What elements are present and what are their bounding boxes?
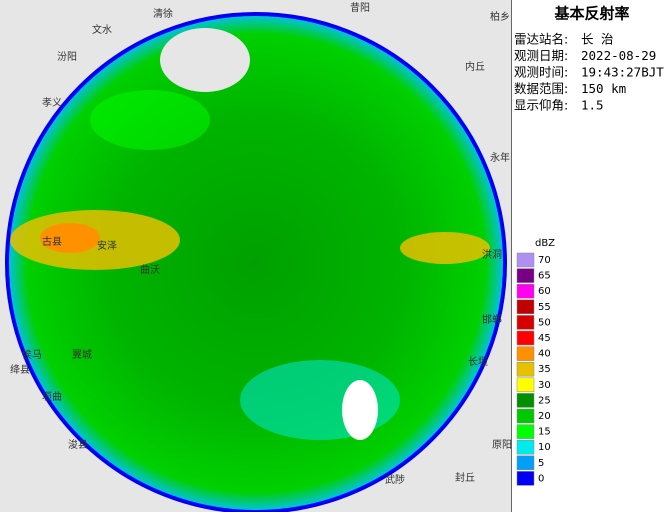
- place-label: 孝义: [42, 97, 62, 109]
- info-value: 1.5: [581, 98, 604, 113]
- place-label: 封丘: [455, 471, 475, 484]
- legend-swatch: [516, 424, 535, 439]
- legend-label: 65: [538, 271, 551, 282]
- info-value: 2022-08-29: [581, 48, 656, 63]
- legend-label: 25: [538, 395, 551, 406]
- info-value: 150 km: [581, 81, 626, 96]
- place-label: 原阳: [492, 439, 512, 451]
- legend-swatch: [516, 346, 535, 361]
- legend-label: 10: [538, 442, 551, 453]
- legend-label: 55: [538, 302, 551, 313]
- legend-swatch: [516, 408, 535, 424]
- legend-swatch: [516, 361, 535, 377]
- place-label: 昔阳: [350, 2, 370, 14]
- place-label: 邯郸: [482, 313, 502, 326]
- legend-label: 45: [538, 333, 551, 344]
- legend-label: 70: [538, 255, 551, 266]
- info-value: 19:43:27BJT: [581, 65, 664, 80]
- legend-swatch: [516, 268, 535, 283]
- place-label: 安泽: [97, 239, 117, 252]
- legend-swatch: [516, 299, 535, 315]
- legend-swatch: [516, 393, 535, 408]
- place-label: 文水: [92, 23, 112, 36]
- place-label: 清徐: [153, 7, 173, 20]
- legend-label: 5: [538, 458, 544, 469]
- info-label: 数据范围:: [514, 81, 568, 96]
- place-label: 翼城: [72, 349, 92, 361]
- legend-label: 60: [538, 286, 551, 297]
- legend-label: 15: [538, 427, 551, 438]
- place-label: 内丘: [465, 60, 485, 73]
- legend-unit: dBZ: [535, 238, 555, 249]
- place-label: 曲沃: [140, 264, 160, 276]
- legend-label: 35: [538, 364, 551, 375]
- legend-swatch: [516, 315, 535, 330]
- info-label: 雷达站名:: [514, 32, 568, 47]
- place-label: 古县: [42, 235, 62, 248]
- legend-label: 20: [538, 411, 551, 422]
- place-label: 洪洞: [482, 249, 502, 261]
- legend-label: 0: [538, 473, 544, 484]
- info-label: 显示仰角:: [514, 98, 568, 113]
- echo-field: [5, 12, 507, 512]
- panel-title: 基本反射率: [553, 5, 629, 23]
- legend-swatch: [516, 439, 535, 455]
- place-label: 侯马: [22, 348, 42, 361]
- legend-label: 50: [538, 317, 551, 328]
- info-value: 长 治: [581, 32, 614, 47]
- place-label: 绛县: [10, 363, 30, 376]
- legend-swatch: [516, 377, 535, 393]
- legend-swatch: [516, 252, 535, 268]
- place-label: 永年: [490, 151, 510, 164]
- legend-swatch: [516, 283, 535, 299]
- legend-swatch: [516, 471, 535, 486]
- place-label: 武陟: [385, 473, 405, 486]
- legend-label: 40: [538, 349, 551, 360]
- place-label: 长垣: [468, 356, 488, 368]
- place-label: 浚县: [68, 438, 88, 451]
- legend-swatch: [516, 455, 535, 471]
- place-label: 柏乡: [490, 10, 510, 23]
- place-label: 汾阳: [57, 51, 77, 63]
- info-label: 观测日期:: [514, 48, 568, 63]
- legend-label: 30: [538, 380, 551, 391]
- place-label: 垣曲: [42, 391, 62, 403]
- legend-swatch: [516, 330, 535, 346]
- info-label: 观测时间:: [514, 65, 568, 80]
